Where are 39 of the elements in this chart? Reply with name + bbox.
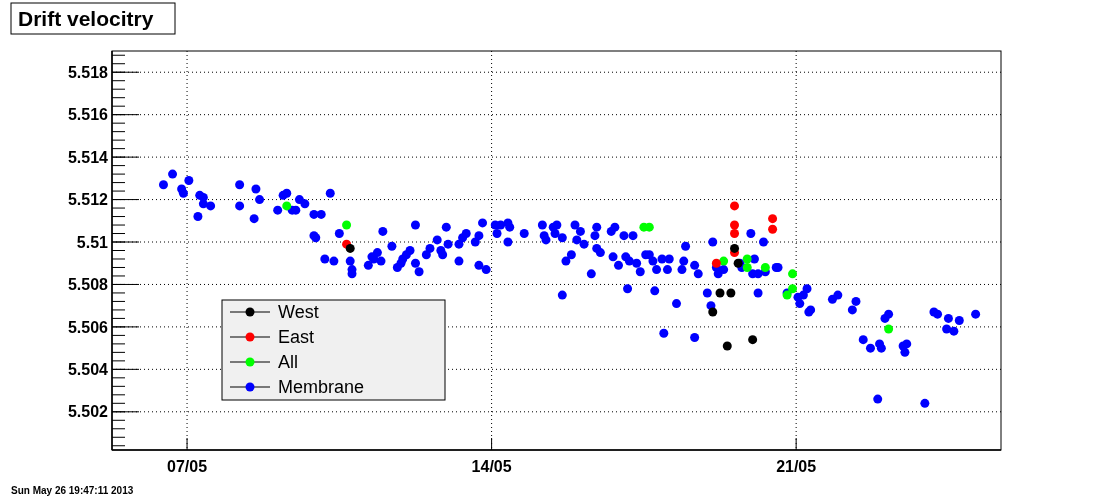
point <box>742 262 752 272</box>
point <box>788 269 798 279</box>
point <box>282 201 292 211</box>
point <box>730 243 740 253</box>
point <box>730 220 740 230</box>
y-tick-label: 5.508 <box>67 276 109 294</box>
y-tick-label: 5.502 <box>67 403 109 421</box>
point <box>722 341 732 351</box>
point <box>730 201 740 211</box>
point <box>345 243 355 253</box>
point <box>730 229 740 239</box>
y-tick-label: 5.518 <box>67 63 109 81</box>
y-tick-label: 5.506 <box>67 318 109 336</box>
text: Sun May 26 19:47:11 2013 <box>11 485 134 496</box>
point <box>748 335 758 345</box>
legend-label: West <box>278 302 319 323</box>
x-tick-label: 07/05 <box>167 458 208 475</box>
point <box>342 220 352 230</box>
y-tick-label: 5.51 <box>76 233 109 251</box>
point <box>726 288 736 298</box>
legend-label: Membrane <box>278 377 365 398</box>
point <box>760 262 770 272</box>
legend-label: All <box>278 352 299 373</box>
y-tick-label: 5.516 <box>67 106 109 124</box>
chart-title: Drift velocitry <box>18 7 154 30</box>
point <box>768 214 778 224</box>
point <box>711 258 721 268</box>
point <box>715 288 725 298</box>
x-tick-label: 21/05 <box>776 458 817 475</box>
y-tick-label: 5.512 <box>67 191 109 209</box>
y-tick-label: 5.504 <box>67 360 109 378</box>
legend-label: East <box>278 327 315 348</box>
point <box>788 284 798 294</box>
point <box>884 324 894 334</box>
point <box>708 307 718 317</box>
y-tick-label: 5.514 <box>67 148 109 166</box>
x-tick-label: 14/05 <box>471 458 512 475</box>
point <box>742 254 752 264</box>
point <box>768 224 778 234</box>
